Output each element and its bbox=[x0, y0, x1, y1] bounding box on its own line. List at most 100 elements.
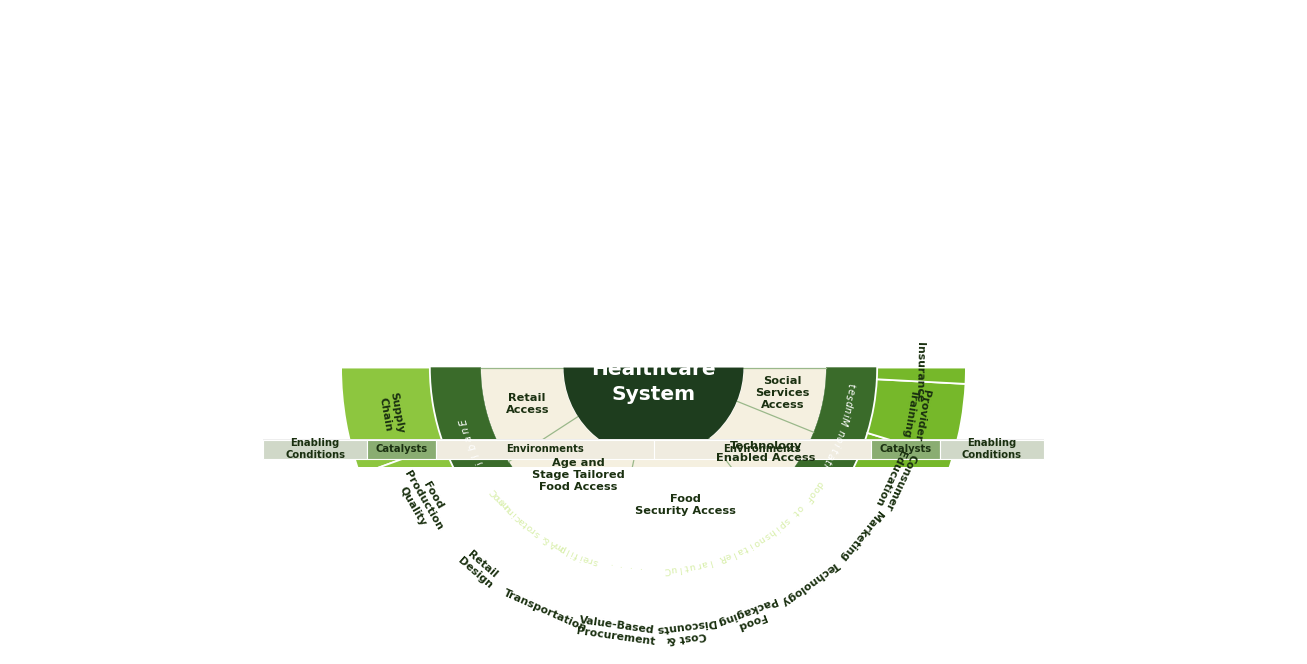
Text: n: n bbox=[546, 531, 558, 543]
Text: Environments: Environments bbox=[724, 444, 801, 454]
Text: m: m bbox=[497, 497, 510, 510]
Text: C: C bbox=[489, 487, 499, 497]
Text: i: i bbox=[578, 552, 584, 561]
Text: r: r bbox=[571, 544, 579, 554]
Text: n: n bbox=[587, 550, 596, 561]
Text: Supply
Chain: Supply Chain bbox=[376, 391, 405, 436]
Text: g: g bbox=[484, 472, 495, 483]
Bar bbox=[263, 440, 367, 459]
Text: E: E bbox=[540, 527, 550, 539]
Text: Transportation: Transportation bbox=[502, 588, 588, 633]
Text: .: . bbox=[617, 562, 622, 572]
Text: n: n bbox=[613, 556, 621, 567]
Text: t: t bbox=[827, 446, 838, 454]
Text: s: s bbox=[782, 515, 791, 525]
Text: a: a bbox=[825, 451, 836, 461]
Text: i: i bbox=[569, 548, 575, 557]
Text: n: n bbox=[834, 428, 846, 438]
Text: &: & bbox=[793, 495, 805, 507]
Text: .: . bbox=[608, 560, 612, 570]
Text: Enabling
Conditions: Enabling Conditions bbox=[962, 438, 1022, 460]
Text: &: & bbox=[540, 533, 552, 544]
Wedge shape bbox=[868, 379, 966, 459]
Text: t: t bbox=[846, 382, 856, 387]
Bar bbox=[654, 440, 872, 459]
Text: Retail
Access: Retail Access bbox=[506, 393, 549, 415]
Wedge shape bbox=[567, 582, 654, 664]
Text: i: i bbox=[565, 540, 571, 550]
Wedge shape bbox=[843, 433, 953, 533]
Text: a: a bbox=[463, 434, 474, 444]
Text: l: l bbox=[471, 452, 481, 458]
Text: t: t bbox=[623, 558, 629, 568]
Text: t: t bbox=[741, 543, 749, 553]
Text: i: i bbox=[840, 412, 851, 418]
Text: p: p bbox=[735, 539, 745, 551]
Text: l: l bbox=[507, 500, 516, 509]
Text: l: l bbox=[565, 546, 571, 555]
Text: u: u bbox=[689, 561, 697, 571]
Text: s: s bbox=[592, 556, 599, 566]
Text: o: o bbox=[684, 557, 691, 568]
Text: o: o bbox=[795, 503, 805, 513]
Text: n: n bbox=[757, 533, 766, 544]
Text: t: t bbox=[684, 562, 689, 572]
Text: Catalysts: Catalysts bbox=[375, 444, 427, 454]
Text: r: r bbox=[809, 477, 819, 487]
Wedge shape bbox=[414, 511, 535, 633]
Text: t: t bbox=[782, 509, 791, 519]
Text: i: i bbox=[772, 524, 780, 533]
Text: r: r bbox=[587, 555, 593, 565]
Text: S: S bbox=[677, 558, 685, 568]
Text: o: o bbox=[499, 493, 511, 504]
Text: a: a bbox=[701, 558, 708, 568]
Text: Healthcare
System: Healthcare System bbox=[591, 360, 716, 404]
Text: i: i bbox=[767, 521, 775, 531]
Text: Provider
Training: Provider Training bbox=[901, 386, 931, 442]
Text: Social
Services
Access: Social Services Access bbox=[755, 376, 809, 410]
Text: l: l bbox=[708, 551, 714, 562]
Text: o: o bbox=[524, 522, 535, 533]
Text: e: e bbox=[605, 554, 613, 566]
Text: P: P bbox=[494, 486, 506, 497]
Text: e: e bbox=[816, 467, 827, 477]
Text: p: p bbox=[776, 519, 787, 530]
Wedge shape bbox=[488, 557, 592, 664]
Text: i: i bbox=[512, 506, 521, 515]
Text: l: l bbox=[731, 548, 737, 558]
Text: e: e bbox=[724, 544, 733, 556]
Text: F: F bbox=[802, 493, 813, 503]
Wedge shape bbox=[809, 486, 919, 592]
Text: i: i bbox=[510, 510, 518, 519]
Text: r: r bbox=[695, 560, 702, 570]
Text: Value-Based
Procurement: Value-Based Procurement bbox=[575, 615, 657, 647]
Text: o: o bbox=[833, 434, 843, 444]
Text: u: u bbox=[670, 564, 677, 574]
Wedge shape bbox=[707, 563, 805, 664]
Text: R: R bbox=[718, 552, 727, 563]
Text: p: p bbox=[558, 543, 567, 554]
Text: Insurance: Insurance bbox=[914, 342, 925, 402]
Text: l: l bbox=[772, 517, 780, 527]
Bar bbox=[367, 440, 435, 459]
Text: a: a bbox=[516, 516, 527, 527]
Bar bbox=[872, 440, 940, 459]
Wedge shape bbox=[654, 584, 729, 664]
Text: n: n bbox=[460, 426, 472, 435]
Text: Consumer
Education: Consumer Education bbox=[872, 448, 918, 513]
Wedge shape bbox=[563, 368, 744, 457]
Text: Age and
Stage Tailored
Food Access: Age and Stage Tailored Food Access bbox=[532, 458, 625, 492]
Text: l: l bbox=[708, 557, 712, 566]
Text: C: C bbox=[664, 564, 672, 574]
Text: Catalysts: Catalysts bbox=[880, 444, 932, 454]
Text: A: A bbox=[549, 539, 559, 549]
Text: i: i bbox=[748, 540, 754, 550]
Text: E: E bbox=[457, 418, 469, 426]
Text: Food
Production
Quality: Food Production Quality bbox=[392, 463, 454, 538]
Text: o: o bbox=[806, 489, 817, 499]
Text: Food
Packaging: Food Packaging bbox=[716, 595, 782, 637]
Text: s: s bbox=[533, 528, 542, 539]
Wedge shape bbox=[359, 444, 482, 568]
Text: M: M bbox=[838, 416, 850, 426]
Text: e: e bbox=[844, 387, 855, 394]
